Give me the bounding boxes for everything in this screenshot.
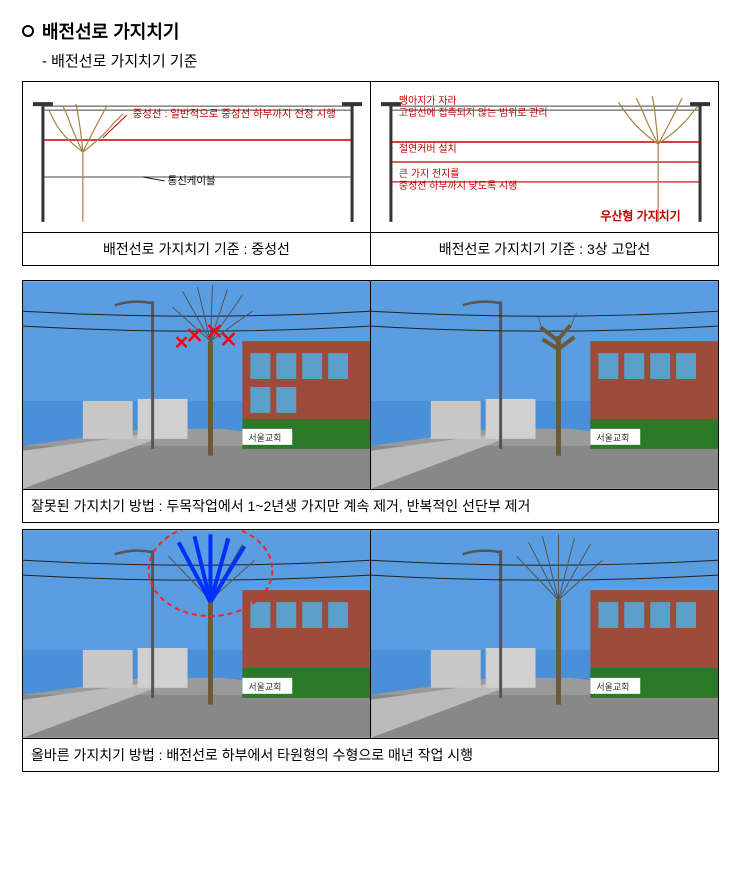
diagram-left-label-cable: 통신케이블	[168, 175, 216, 187]
photo-wrong-caption: 잘못된 가지치기 방법 : 두목작업에서 1~2년생 가지만 계속 제거, 반복…	[22, 490, 719, 523]
section-title: 배전선로 가지치기	[42, 18, 179, 44]
diagram-right-l2: 고압선에 접촉되지 않는 범위로 관리	[399, 106, 548, 119]
diagram-left: 중성선 : 일반적으로 중성선 하부까지 전정 시행 통신케이블	[23, 82, 370, 232]
photo-correct-left: 서울교회	[23, 530, 371, 738]
section-bullet	[22, 25, 34, 37]
diagram-right-type: 우산형 가지치기	[600, 208, 680, 223]
section-subtitle: - 배전선로 가지치기 기준	[42, 50, 719, 71]
diagram-right-l3: 절연커버 설치	[399, 142, 457, 155]
photo-wrong-left: 서울교회	[23, 281, 371, 489]
diagram-left-cell: 중성선 : 일반적으로 중성선 하부까지 전정 시행 통신케이블 배전선로 가지…	[23, 82, 371, 265]
diagram-right: 맹아지가 자라 고압선에 접촉되지 않는 범위로 관리 절연커버 설치 큰 가지…	[371, 82, 718, 232]
diagram-row: 중성선 : 일반적으로 중성선 하부까지 전정 시행 통신케이블 배전선로 가지…	[22, 81, 719, 266]
svg-text:서울교회: 서울교회	[248, 682, 281, 692]
photo-correct-right: 서울교회	[371, 530, 718, 738]
diagram-left-caption: 배전선로 가지치기 기준 : 중성선	[23, 232, 370, 265]
photo-correct-caption: 올바른 가지치기 방법 : 배전선로 하부에서 타원형의 수형으로 매년 작업 …	[22, 739, 719, 772]
diagram-right-cell: 맹아지가 자라 고압선에 접촉되지 않는 범위로 관리 절연커버 설치 큰 가지…	[371, 82, 718, 265]
diagram-right-l1: 맹아지가 자라	[399, 95, 457, 107]
photo-group-correct: 서울교회	[22, 529, 719, 772]
svg-text:서울교회: 서울교회	[248, 433, 281, 443]
photo-group-wrong: 서울교회	[22, 280, 719, 523]
diagram-right-l4: 큰 가지 전지를	[399, 168, 460, 180]
svg-text:서울교회: 서울교회	[596, 433, 629, 443]
svg-text:서울교회: 서울교회	[596, 682, 629, 692]
photo-wrong-right: 서울교회	[371, 281, 718, 489]
diagram-right-caption: 배전선로 가지치기 기준 : 3상 고압선	[371, 232, 718, 265]
diagram-right-l5: 중성선 하부까지 낮도록 시행	[399, 179, 517, 192]
diagram-left-label-top: 중성선 : 일반적으로 중성선 하부까지 전정 시행	[133, 107, 336, 120]
